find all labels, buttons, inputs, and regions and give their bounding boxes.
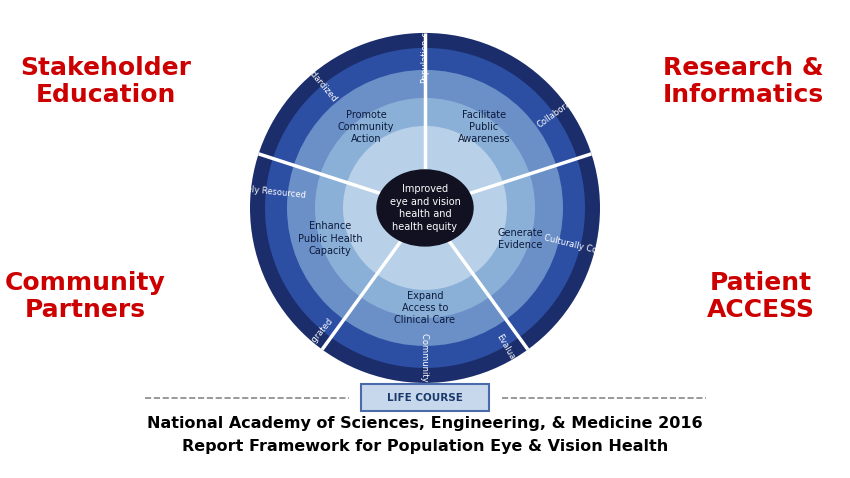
Text: Standardized: Standardized	[296, 55, 338, 104]
Circle shape	[287, 70, 563, 346]
Text: Improved
eye and vision
health and
health equity: Improved eye and vision health and healt…	[389, 184, 461, 232]
Text: National Academy of Sciences, Engineering, & Medicine 2016: National Academy of Sciences, Engineerin…	[147, 415, 703, 431]
Circle shape	[315, 98, 535, 318]
Text: Generate
Evidence: Generate Evidence	[497, 228, 543, 250]
Text: Population-centered: Population-centered	[421, 0, 429, 83]
Circle shape	[250, 33, 600, 383]
Text: Patient
ACCESS: Patient ACCESS	[706, 271, 815, 322]
Text: Promote
Community
Action: Promote Community Action	[338, 109, 394, 144]
Text: Community Tailored: Community Tailored	[421, 334, 429, 417]
Text: Collaborative: Collaborative	[536, 89, 586, 130]
Text: Integrated: Integrated	[300, 316, 335, 356]
Text: Facilitate
Public
Awareness: Facilitate Public Awareness	[457, 109, 510, 144]
Text: Research &
Informatics: Research & Informatics	[663, 56, 824, 107]
Text: LIFE COURSE: LIFE COURSE	[387, 393, 463, 402]
Text: Adequately Resourced: Adequately Resourced	[211, 181, 306, 200]
Circle shape	[265, 48, 585, 368]
Circle shape	[343, 126, 507, 290]
Text: Report Framework for Population Eye & Vision Health: Report Framework for Population Eye & Vi…	[182, 439, 668, 455]
Text: Community
Partners: Community Partners	[4, 271, 166, 322]
Ellipse shape	[377, 170, 473, 246]
FancyBboxPatch shape	[361, 384, 489, 411]
Text: Evaluated: Evaluated	[495, 333, 524, 373]
Text: Expand
Access to
Clinical Care: Expand Access to Clinical Care	[394, 291, 456, 326]
Text: Culturally Competent: Culturally Competent	[542, 233, 632, 264]
Text: Stakeholder
Education: Stakeholder Education	[20, 56, 192, 107]
Text: Enhance
Public Health
Capacity: Enhance Public Health Capacity	[298, 221, 362, 256]
